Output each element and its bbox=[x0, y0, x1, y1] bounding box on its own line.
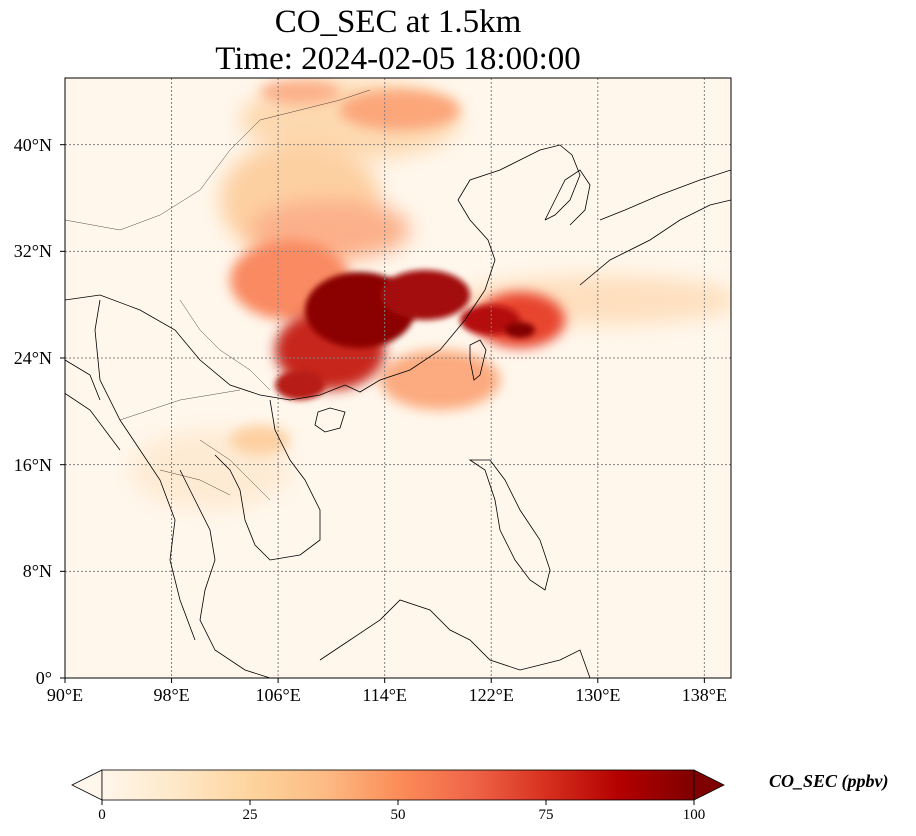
east-core bbox=[505, 322, 535, 338]
taiwan-strait-core bbox=[460, 305, 520, 335]
colorbar-title: CO_SEC (ppbv) bbox=[769, 771, 889, 791]
taiwan-coast bbox=[469, 339, 487, 381]
lon-label: 122°E bbox=[468, 685, 514, 705]
colorbar-tick-label: 75 bbox=[538, 807, 554, 823]
country-borders bbox=[65, 89, 371, 501]
vietnam-plume bbox=[230, 425, 290, 455]
lat-label: 32°N bbox=[13, 241, 52, 262]
lon-label: 106°E bbox=[255, 685, 301, 705]
lat-label: 8°N bbox=[22, 561, 52, 582]
lat-label: 40°N bbox=[13, 134, 52, 155]
lon-label: 90°E bbox=[46, 685, 84, 705]
thailand-cambodia-border bbox=[159, 469, 231, 496]
colorbar bbox=[71, 769, 725, 805]
borders-southwest bbox=[65, 392, 121, 451]
colorbar-extend-low bbox=[71, 769, 103, 801]
indochina-border bbox=[119, 389, 241, 421]
coastlines bbox=[65, 144, 731, 678]
colorbar-gradient bbox=[101, 769, 695, 801]
lat-label: 16°N bbox=[13, 454, 52, 475]
colorbar-tick-label: 25 bbox=[242, 807, 258, 823]
colorbar-extend-high bbox=[693, 769, 725, 801]
borneo-coast bbox=[319, 599, 591, 678]
japan-coast-north bbox=[599, 169, 731, 221]
map-time: Time: 2024-02-05 18:00:00 bbox=[215, 41, 581, 77]
malay-peninsula-coast bbox=[179, 469, 271, 678]
lat-label: 0° bbox=[35, 668, 52, 688]
colorbar-tick-label: 100 bbox=[682, 807, 706, 823]
burma-coast bbox=[94, 299, 196, 641]
colorbar-tick-label: 50 bbox=[390, 807, 406, 823]
map-panel bbox=[60, 77, 732, 683]
fujian-core bbox=[380, 270, 470, 320]
map-frame bbox=[64, 77, 732, 679]
laos-vietnam-border bbox=[199, 439, 271, 501]
china-laos-border bbox=[179, 299, 271, 391]
hainan-coast bbox=[314, 407, 346, 433]
northern-plume bbox=[260, 80, 340, 104]
mongolia-plume bbox=[340, 90, 460, 130]
south-china-sea-plume bbox=[380, 350, 500, 410]
china-mongolia-border bbox=[65, 89, 371, 231]
lon-label: 130°E bbox=[575, 685, 621, 705]
colorbar-tick-label: 0 bbox=[98, 807, 106, 823]
lat-label: 24°N bbox=[13, 348, 52, 368]
china-coast bbox=[65, 144, 581, 401]
korea-coast bbox=[544, 169, 591, 226]
lon-label: 98°E bbox=[153, 685, 190, 705]
philippines-coast bbox=[468, 459, 551, 591]
guangxi-core bbox=[275, 370, 325, 400]
colorbar-ticks bbox=[101, 800, 695, 805]
axis-ticks bbox=[60, 144, 705, 683]
bay-of-bengal-coast bbox=[65, 359, 101, 401]
japan-coast bbox=[579, 199, 731, 286]
lon-label: 138°E bbox=[681, 685, 727, 705]
vietnam-coast bbox=[214, 399, 321, 561]
lon-label: 114°E bbox=[362, 685, 407, 705]
map-title: CO_SEC at 1.5km bbox=[274, 4, 522, 40]
co-field bbox=[130, 80, 731, 510]
